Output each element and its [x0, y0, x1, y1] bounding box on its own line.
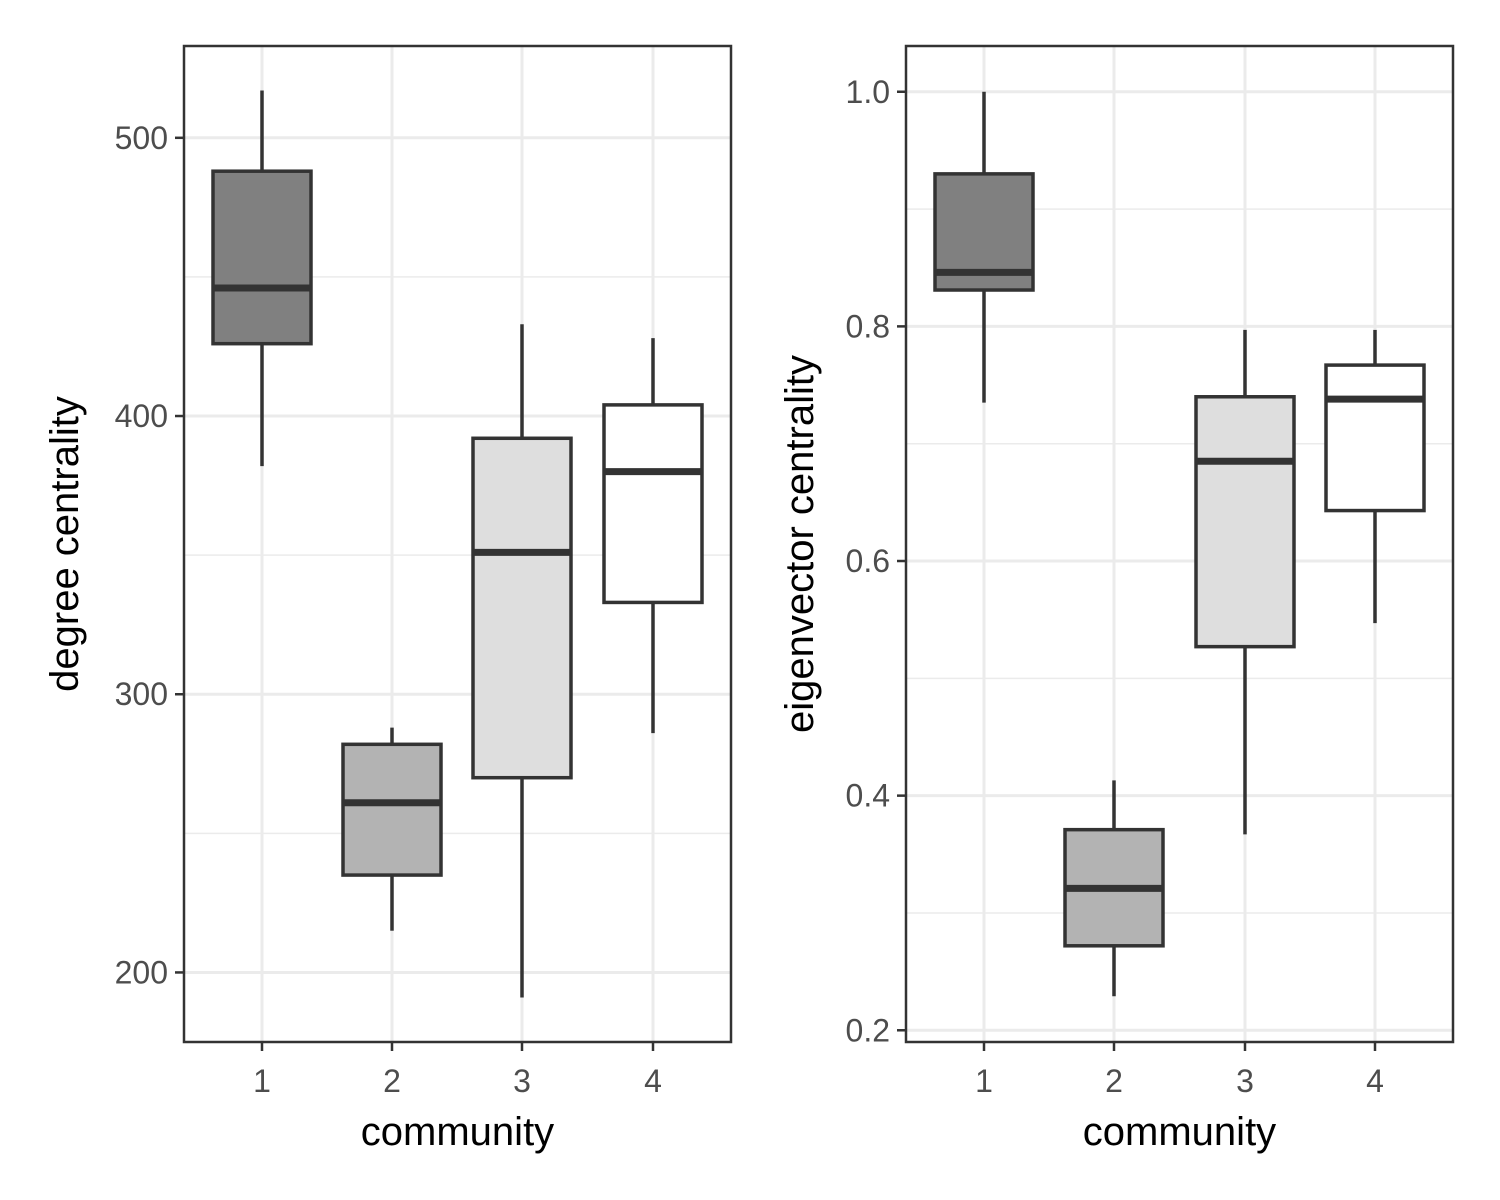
y-tick-label: 200 — [115, 954, 168, 990]
y-axis-title: eigenvector centrality — [778, 355, 822, 733]
x-axis-title: community — [361, 1110, 554, 1154]
x-axis-title: community — [1083, 1110, 1276, 1154]
x-tick-label: 1 — [253, 1063, 271, 1099]
y-tick-label: 0.2 — [846, 1012, 890, 1048]
eigenvector-centrality-panel: 0.2 0.4 0.6 0.8 1.0 1 2 3 4 community eigenvector … — [778, 44, 1455, 1154]
x-tick-label: 4 — [1366, 1063, 1384, 1099]
box-community-2 — [1063, 780, 1165, 997]
degree-centrality-panel: 200 300 400 500 1 2 3 4 community degree centrali… — [43, 44, 733, 1154]
y-tick-label: 300 — [115, 676, 168, 712]
y-axis-title: degree centrality — [43, 396, 87, 692]
box-community-2 — [341, 727, 443, 931]
panel-border — [904, 44, 1455, 1044]
iqr-box — [211, 169, 313, 346]
y-tick-label: 500 — [115, 120, 168, 156]
iqr-box — [341, 742, 443, 877]
x-tick-label: 2 — [1105, 1063, 1123, 1099]
y-tick-label: 0.4 — [846, 778, 890, 814]
box-community-4 — [602, 338, 704, 734]
iqr-box — [1324, 363, 1426, 513]
iqr-box — [1194, 395, 1296, 649]
iqr-box — [602, 403, 704, 605]
x-tick-label: 3 — [1236, 1063, 1254, 1099]
y-tick-label: 0.8 — [846, 308, 890, 344]
x-tick-label: 3 — [513, 1063, 531, 1099]
iqr-box — [471, 436, 573, 780]
box-community-1 — [933, 91, 1035, 403]
x-tick-label: 4 — [644, 1063, 662, 1099]
box-community-3 — [471, 324, 573, 998]
panel-border — [182, 44, 733, 1044]
y-tick-label: 400 — [115, 398, 168, 434]
y-tick-label: 1.0 — [846, 74, 890, 110]
y-tick-label: 0.6 — [846, 543, 890, 579]
box-community-1 — [211, 90, 313, 467]
x-tick-label: 1 — [975, 1063, 993, 1099]
box-community-4 — [1324, 329, 1426, 624]
x-tick-label: 2 — [383, 1063, 401, 1099]
box-community-3 — [1194, 329, 1296, 835]
